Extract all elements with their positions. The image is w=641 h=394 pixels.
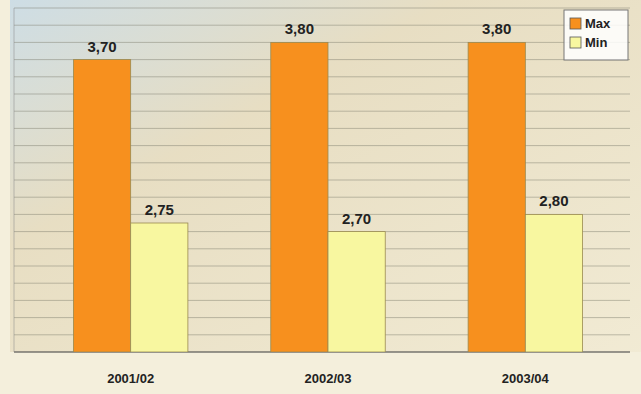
- chart-root: 3,70 2,75 3,80 2,70 3,80 2,80 2001/02 2002/03 20…: [0, 0, 641, 394]
- bar: [525, 214, 582, 352]
- data-label: 3,80: [482, 20, 511, 37]
- legend-label: Max: [585, 16, 611, 31]
- legend-box: [564, 10, 628, 60]
- bar: [271, 42, 328, 352]
- grid-line: [14, 8, 630, 9]
- legend: Max Min: [564, 10, 628, 60]
- x-tick-label: 2001/02: [107, 371, 154, 386]
- bars: [73, 42, 582, 352]
- data-label: 2,75: [145, 201, 174, 218]
- legend-swatch: [570, 18, 581, 29]
- data-label: 3,70: [87, 38, 116, 55]
- plot-background: [10, 0, 641, 352]
- legend-swatch: [570, 37, 581, 48]
- data-label: 2,80: [539, 192, 568, 209]
- bar: [328, 232, 385, 352]
- bar: [468, 42, 525, 352]
- grid-line: [14, 25, 630, 26]
- data-labels: 3,70 2,75 3,80 2,70 3,80 2,80: [87, 20, 568, 226]
- x-tick-label: 2003/04: [502, 371, 550, 386]
- bar: [131, 223, 188, 352]
- background: [0, 0, 641, 394]
- y-axis: [14, 8, 15, 352]
- legend-label: Min: [585, 35, 607, 50]
- bar: [73, 60, 130, 352]
- x-tick-label: 2002/03: [305, 371, 352, 386]
- data-label: 2,70: [342, 210, 371, 227]
- grid: [14, 8, 630, 352]
- data-label: 3,80: [285, 20, 314, 37]
- chart-svg: 3,70 2,75 3,80 2,70 3,80 2,80 2001/02 2002/03 20…: [0, 0, 641, 394]
